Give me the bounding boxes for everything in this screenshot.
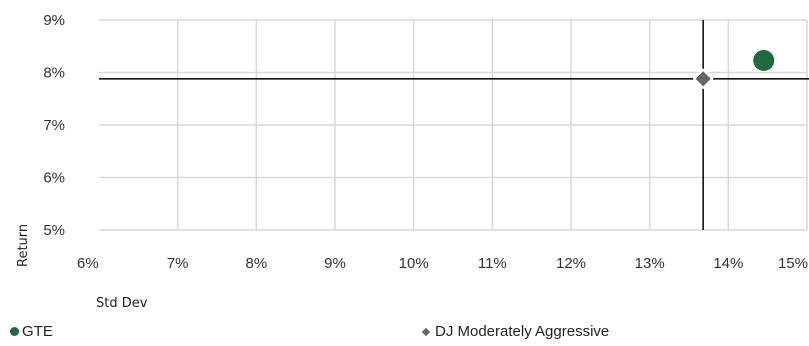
y-tick-label: 7% — [43, 117, 65, 134]
crosshair-lines — [99, 20, 809, 230]
x-tick-label: 10% — [399, 255, 429, 272]
legend-circle-icon — [10, 327, 19, 336]
y-tick-labels: 5% 6% 7% 8% 9% — [43, 12, 65, 239]
legend-item-gte: GTE — [10, 323, 53, 340]
y-tick-label: 8% — [43, 65, 65, 82]
x-tick-labels: 6% 7% 8% 9% 10% 11% 12% 13% 14% 15% — [77, 255, 808, 272]
x-tick-label: 7% — [167, 255, 189, 272]
x-tick-label: 6% — [77, 255, 99, 272]
x-tick-label: 15% — [778, 255, 808, 272]
legend-item-dj-moderately-aggressive: DJ Moderately Aggressive — [421, 323, 610, 340]
point-gte — [753, 49, 775, 71]
grid-lines — [99, 19, 808, 231]
legend-diamond-icon — [421, 327, 431, 336]
y-axis-title: Return — [16, 224, 31, 267]
x-tick-label: 8% — [245, 255, 267, 272]
x-tick-label: 14% — [713, 255, 743, 272]
x-tick-label: 9% — [324, 255, 346, 272]
x-tick-label: 12% — [556, 255, 586, 272]
data-points — [692, 49, 775, 90]
point-dj-moderately-aggressive — [692, 68, 714, 90]
legend-label-gte: GTE — [22, 323, 53, 340]
y-tick-label: 5% — [43, 222, 65, 239]
x-tick-label: 13% — [635, 255, 665, 272]
legend-label-dj-moderately-aggressive: DJ Moderately Aggressive — [435, 323, 610, 340]
x-axis-title: Std Dev — [96, 296, 148, 311]
y-tick-label: 9% — [43, 12, 65, 29]
y-tick-label: 6% — [43, 170, 65, 187]
x-tick-label: 11% — [478, 255, 507, 272]
